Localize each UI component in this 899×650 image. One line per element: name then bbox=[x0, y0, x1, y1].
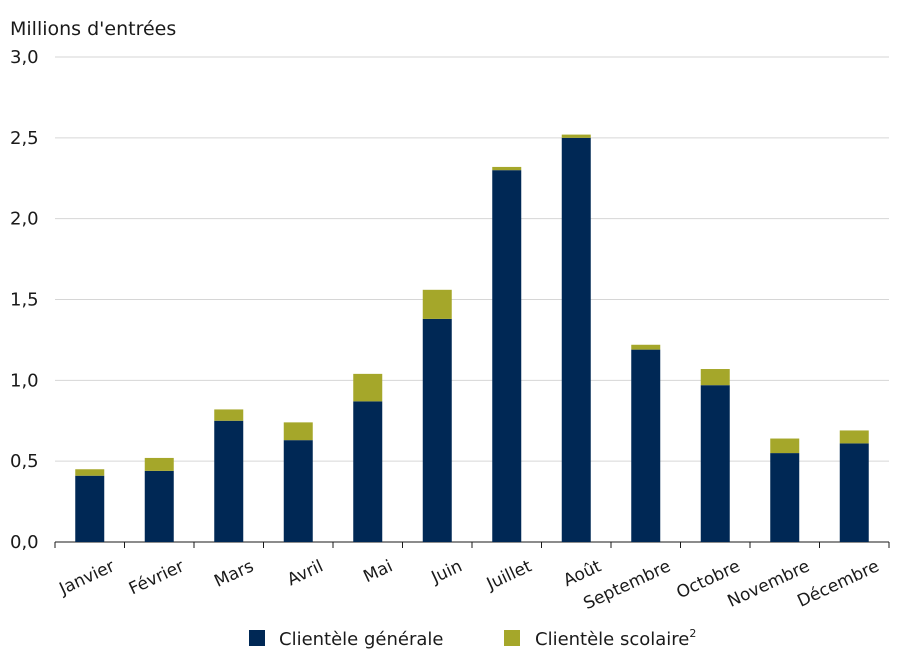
x-axis-labels: Janvier Février Mars Avril Mai Juin Juillet Aoû… bbox=[56, 556, 883, 614]
bar-clientele-generale bbox=[283, 440, 313, 542]
x-tick-label: Janvier bbox=[56, 556, 118, 599]
y-tick-label: 3,0 bbox=[10, 47, 39, 68]
legend: Clientèle générale Clientèle scolaire2 bbox=[249, 627, 696, 650]
bar-clientele-scolaire bbox=[492, 166, 522, 171]
bar-clientele-scolaire bbox=[353, 373, 383, 402]
bar-clientele-scolaire bbox=[144, 457, 174, 471]
x-tick-label: Avril bbox=[284, 556, 326, 590]
x-tick-label: Février bbox=[126, 556, 188, 599]
y-tick-label: 2,0 bbox=[10, 209, 39, 230]
bar-clientele-scolaire bbox=[770, 438, 800, 454]
grid-layer: 0,0 0,5 1,0 1,5 2,0 2,5 3,0 bbox=[10, 47, 890, 553]
bar-clientele-scolaire bbox=[75, 469, 105, 476]
x-tick-label: Mai bbox=[360, 556, 395, 587]
y-tick-label: 1,0 bbox=[10, 370, 39, 391]
bar-clientele-generale bbox=[214, 420, 244, 542]
y-tick-label: 2,5 bbox=[10, 128, 39, 149]
bars-layer bbox=[75, 134, 869, 543]
legend-label-clientele-scolaire: Clientèle scolaire2 bbox=[535, 627, 696, 650]
bar-clientele-generale bbox=[700, 385, 730, 542]
x-tick-label: Mars bbox=[211, 556, 257, 591]
y-tick-label: 1,5 bbox=[10, 290, 39, 311]
bar-clientele-generale bbox=[561, 137, 591, 543]
legend-label-clientele-scolaire-text: Clientèle scolaire bbox=[535, 629, 689, 650]
bar-clientele-generale bbox=[144, 470, 174, 542]
bar-clientele-generale bbox=[422, 318, 452, 542]
bar-clientele-generale bbox=[75, 475, 105, 542]
bar-clientele-scolaire bbox=[839, 430, 869, 444]
legend-label-superscript: 2 bbox=[689, 627, 696, 640]
bar-clientele-scolaire bbox=[700, 369, 730, 386]
x-tick-label: Juillet bbox=[483, 556, 535, 595]
legend-swatch-clientele-scolaire bbox=[504, 630, 520, 646]
bar-clientele-generale bbox=[353, 401, 383, 542]
bar-clientele-scolaire bbox=[561, 134, 591, 138]
bar-clientele-generale bbox=[492, 170, 522, 542]
bar-clientele-generale bbox=[770, 453, 800, 542]
y-axis-title: Millions d'entrées bbox=[10, 18, 176, 40]
bar-clientele-generale bbox=[839, 443, 869, 542]
x-tick-label: Juin bbox=[428, 556, 466, 588]
bar-clientele-scolaire bbox=[422, 289, 452, 319]
y-tick-label: 0,0 bbox=[10, 532, 39, 553]
bar-clientele-scolaire bbox=[214, 409, 244, 421]
bar-clientele-generale bbox=[631, 349, 661, 542]
legend-label-clientele-generale: Clientèle générale bbox=[279, 629, 443, 650]
bar-clientele-scolaire bbox=[283, 422, 313, 441]
bar-clientele-scolaire bbox=[631, 344, 661, 350]
x-tick-label: Août bbox=[560, 556, 604, 591]
legend-swatch-clientele-generale bbox=[249, 630, 265, 646]
y-tick-label: 0,5 bbox=[10, 451, 39, 472]
